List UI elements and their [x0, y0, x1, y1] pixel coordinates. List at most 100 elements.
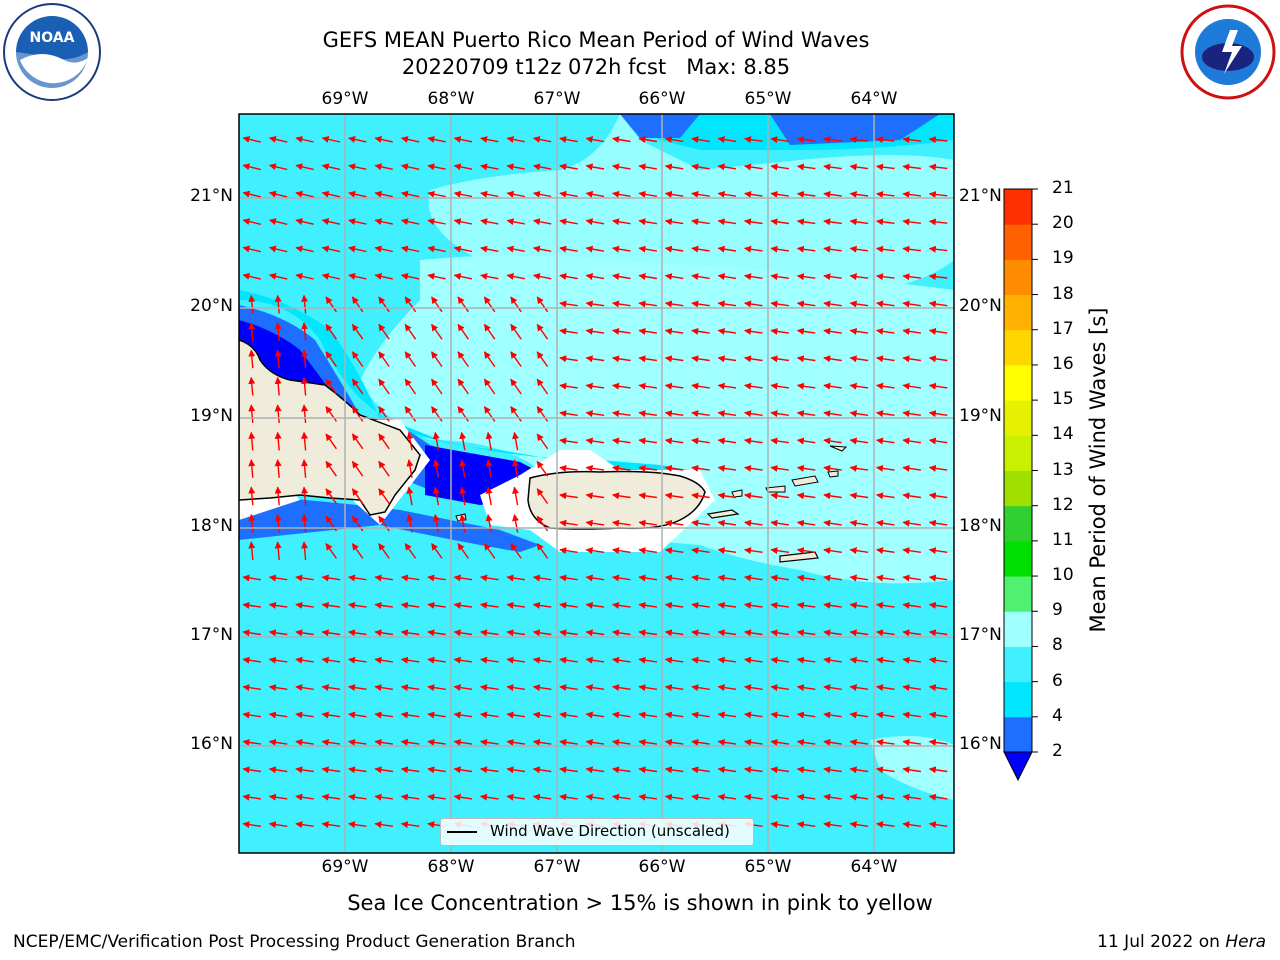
wind-arrow	[796, 300, 816, 308]
wind-arrow	[506, 601, 526, 609]
wind-arrow	[612, 437, 631, 445]
wind-arrow	[432, 431, 440, 451]
wind-arrow	[744, 601, 763, 609]
wind-arrow	[268, 272, 288, 280]
noaa-logo-text: NOAA	[30, 30, 75, 46]
wind-arrow	[536, 488, 549, 505]
wind-arrow	[823, 464, 842, 472]
wind-arrow	[717, 519, 737, 527]
lon-label-bottom-65w: 65°W	[744, 857, 792, 877]
wind-arrow	[559, 190, 578, 198]
wind-arrow	[559, 273, 578, 280]
wind-arrow	[902, 464, 922, 472]
wind-arrow	[717, 382, 737, 390]
wind-arrow	[612, 464, 631, 472]
wind-arrow	[612, 629, 631, 637]
wind-arrow	[928, 437, 948, 445]
wind-arrow	[849, 547, 869, 555]
colorbar-tick-label: 18	[1052, 283, 1074, 304]
short-period-fringe-north-hispaniola	[239, 305, 560, 500]
wind-arrow	[664, 711, 684, 719]
wind-arrow	[744, 547, 763, 555]
wind-arrow	[664, 738, 684, 746]
wind-arrow	[406, 431, 414, 451]
wind-arrow	[928, 163, 948, 171]
wind-arrow	[506, 273, 525, 280]
wind-arrow	[348, 136, 367, 143]
wind-arrow	[559, 629, 578, 637]
wind-arrow	[274, 541, 282, 561]
wind-arrow	[295, 163, 314, 171]
wind-arrow	[427, 656, 446, 664]
wind-arrow	[664, 300, 684, 308]
colorbar-segment	[1004, 470, 1032, 507]
wind-arrow	[268, 629, 288, 637]
wind-arrow	[585, 273, 605, 280]
wind-arrow	[480, 656, 499, 664]
wind-arrow	[902, 684, 922, 692]
wind-arrow	[532, 574, 552, 582]
wind-arrow	[823, 738, 842, 746]
wind-arrow	[374, 218, 393, 226]
wind-arrow	[691, 766, 710, 774]
wind-arrow	[512, 459, 519, 478]
wind-arrow	[638, 656, 658, 664]
wind-arrow	[876, 410, 895, 418]
wind-arrow	[301, 294, 309, 314]
wind-arrow	[691, 547, 710, 555]
wind-arrow	[374, 738, 394, 746]
wind-arrow	[744, 273, 763, 281]
wind-arrow	[849, 492, 869, 500]
map-plot-area	[239, 114, 954, 853]
wind-arrow	[378, 488, 390, 505]
wind-arrow	[876, 163, 895, 171]
colorbar-segment	[1004, 681, 1032, 718]
wind-arrow	[744, 711, 763, 719]
legend-label: Wind Wave Direction (unscaled)	[490, 822, 730, 840]
wind-arrow	[638, 300, 658, 308]
wind-arrow	[691, 327, 710, 335]
wind-arrow	[638, 793, 658, 801]
wind-arrow	[796, 273, 816, 281]
wind-arrow	[374, 821, 394, 829]
wind-arrow	[612, 410, 631, 418]
colorbar-tick-label: 9	[1052, 600, 1063, 621]
wind-arrow	[717, 327, 737, 335]
wind-arrow	[480, 190, 499, 198]
wind-arrow	[849, 738, 869, 746]
wind-arrow	[744, 684, 763, 692]
colorbar-segment	[1004, 435, 1032, 471]
wind-arrow	[374, 711, 394, 719]
wind-arrow	[902, 437, 922, 445]
footer-left: NCEP/EMC/Verification Post Processing Pr…	[13, 932, 576, 952]
wind-arrow	[691, 163, 710, 171]
wind-arrow	[427, 684, 446, 692]
wind-arrow	[348, 245, 367, 253]
wind-arrow	[242, 711, 262, 719]
wind-arrow	[691, 492, 710, 500]
wind-arrow	[480, 684, 499, 692]
wind-arrow	[849, 245, 869, 253]
wind-arrow	[536, 351, 549, 368]
wind-arrow	[612, 218, 631, 226]
tortola-island	[791, 475, 819, 487]
wind-arrow	[664, 629, 684, 637]
wind-arrow	[796, 793, 816, 801]
wind-arrow	[404, 378, 417, 395]
wind-arrow	[427, 711, 446, 719]
wind-arrow	[717, 163, 737, 171]
wind-arrow	[638, 437, 658, 445]
wind-arrow	[638, 273, 658, 280]
wind-arrow	[902, 355, 922, 363]
wind-arrow	[321, 272, 341, 280]
wind-arrow	[400, 821, 420, 829]
wind-arrow	[427, 574, 446, 582]
wind-arrow	[506, 218, 525, 226]
lat-label-left-19n: 19°N	[190, 406, 233, 426]
wind-arrow	[876, 766, 895, 774]
lon-label-bottom-66w: 66°W	[638, 857, 686, 877]
wind-arrow	[849, 766, 869, 774]
wind-arrow	[431, 378, 443, 395]
colorbar-segment	[1004, 329, 1032, 366]
wind-arrow	[351, 296, 364, 313]
